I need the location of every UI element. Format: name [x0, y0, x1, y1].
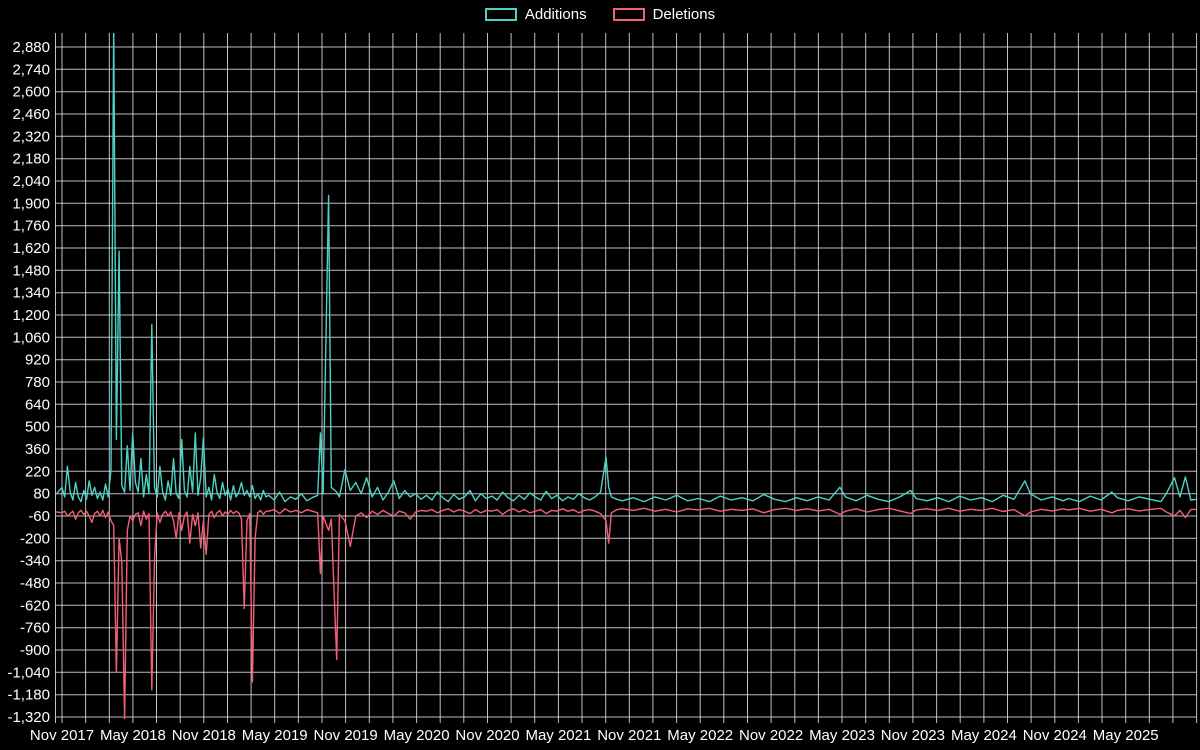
y-tick-label: -1,320	[7, 709, 50, 726]
x-tick-label: May 2018	[100, 727, 166, 744]
y-tick-label: -1,040	[7, 664, 50, 681]
y-tick-label: 360	[25, 441, 50, 458]
y-tick-label: -1,180	[7, 687, 50, 704]
y-tick-label: 2,180	[12, 151, 50, 168]
y-tick-label: 2,880	[12, 39, 50, 56]
y-tick-label: -620	[20, 597, 50, 614]
deletions-swatch-icon	[612, 8, 645, 21]
y-tick-label: -60	[28, 508, 50, 525]
y-tick-label: 1,340	[12, 285, 50, 302]
y-tick-label: 80	[33, 486, 50, 503]
y-tick-label: 2,040	[12, 173, 50, 190]
x-tick-label: Nov 2017	[30, 727, 94, 744]
x-tick-label: May 2021	[525, 727, 591, 744]
x-tick-label: Nov 2022	[739, 727, 803, 744]
y-tick-label: 220	[25, 463, 50, 480]
series-line-deletions	[55, 507, 1197, 720]
y-tick-label: 2,600	[12, 84, 50, 101]
y-tick-label: -480	[20, 575, 50, 592]
y-tick-label: 1,620	[12, 240, 50, 257]
y-tick-label: 640	[25, 396, 50, 413]
y-tick-label: 2,740	[12, 61, 50, 78]
x-tick-label: May 2019	[242, 727, 308, 744]
series-line-additions	[55, 33, 1197, 503]
y-tick-label: 1,480	[12, 262, 50, 279]
y-tick-label: 1,200	[12, 307, 50, 324]
y-tick-label: -760	[20, 620, 50, 637]
y-tick-label: -200	[20, 530, 50, 547]
x-tick-label: Nov 2020	[455, 727, 519, 744]
x-tick-label: May 2022	[667, 727, 733, 744]
x-tick-label: May 2025	[1093, 727, 1159, 744]
y-tick-label: -900	[20, 642, 50, 659]
y-tick-label: 780	[25, 374, 50, 391]
y-tick-label: -340	[20, 553, 50, 570]
x-tick-label: May 2023	[809, 727, 875, 744]
chart-legend: Additions Deletions	[0, 6, 1200, 23]
y-tick-label: 1,760	[12, 218, 50, 235]
y-tick-label: 2,320	[12, 128, 50, 145]
y-gridlines	[55, 46, 1197, 718]
x-tick-label: Nov 2024	[1023, 727, 1087, 744]
x-tick-label: May 2024	[951, 727, 1017, 744]
y-axis-labels: 2,880 2,740 2,600 2,460 2,320 2,180 2,040 1,900…	[7, 39, 50, 726]
legend-item-additions[interactable]: Additions	[484, 6, 587, 23]
x-tick-label: May 2020	[384, 727, 450, 744]
x-tick-label: Nov 2018	[172, 727, 236, 744]
legend-item-deletions[interactable]: Deletions	[612, 6, 716, 23]
legend-label-additions: Additions	[524, 6, 587, 23]
x-axis-labels: Nov 2017 May 2018 Nov 2018 May 2019 Nov 2019…	[30, 727, 1159, 744]
y-tick-label: 500	[25, 419, 50, 436]
x-tick-label: Nov 2023	[881, 727, 945, 744]
y-tick-label: 920	[25, 352, 50, 369]
x-tick-label: Nov 2021	[597, 727, 661, 744]
legend-label-deletions: Deletions	[652, 6, 716, 23]
y-tick-label: 1,060	[12, 329, 50, 346]
additions-swatch-icon	[484, 8, 517, 21]
y-tick-label: 2,460	[12, 106, 50, 123]
y-tick-label: 1,900	[12, 195, 50, 212]
x-tick-label: Nov 2019	[313, 727, 377, 744]
